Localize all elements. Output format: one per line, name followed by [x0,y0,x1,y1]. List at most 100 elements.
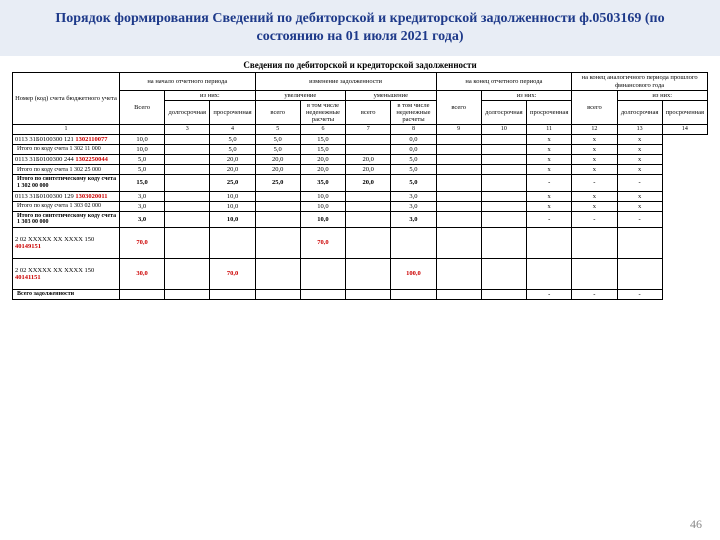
data-cell [481,144,526,154]
data-cell [165,201,210,211]
data-cell [255,290,300,300]
data-cell: 20,0 [210,155,255,165]
data-cell: x [617,165,662,175]
row-label: Всего задолженности [13,290,120,300]
data-cell [255,228,300,259]
col-number [119,125,164,135]
data-cell [436,191,481,201]
data-cell: 20,0 [346,165,391,175]
data-cell [436,155,481,165]
data-cell [165,134,210,144]
col-number: 3 [165,125,210,135]
data-cell: 5,0 [255,134,300,144]
data-cell: 5,0 [119,155,164,165]
hdr-prior: на конец аналогичного периода прошлого ф… [572,73,708,90]
data-cell: x [527,155,572,165]
hdr-dec: уменьшение [346,90,436,100]
data-cell [436,134,481,144]
data-cell [119,290,164,300]
data-cell: 70,0 [119,228,164,259]
hdr-longterm-2: долгосрочная [481,100,526,124]
hdr-inc: увеличение [255,90,345,100]
data-cell: x [572,201,617,211]
row-label: 2 02 XXXXX XX XXXX 150 40141151 [13,259,120,290]
data-cell: x [617,155,662,165]
data-cell [436,175,481,191]
data-cell: 5,0 [210,134,255,144]
row-label: Итого по коду счета 1 303 02 000 [13,201,120,211]
data-cell [481,134,526,144]
data-cell: x [572,144,617,154]
data-cell: 10,0 [210,201,255,211]
col-number: 12 [572,125,617,135]
data-cell: 5,0 [391,155,436,165]
data-cell: x [617,191,662,201]
hdr-dec-total: всего [346,100,391,124]
data-cell [436,228,481,259]
col-number: 8 [391,125,436,135]
hdr-ofwhich-3: из них: [617,90,708,100]
data-cell: x [527,201,572,211]
data-cell: 70,0 [300,228,345,259]
hdr-acct: Номер (код) счета бюджетного учета [13,73,120,125]
data-cell [436,144,481,154]
data-cell: x [572,191,617,201]
data-cell: 3,0 [119,191,164,201]
data-cell: 10,0 [300,201,345,211]
data-cell: 10,0 [119,144,164,154]
data-cell [481,175,526,191]
data-cell [346,191,391,201]
data-cell [346,134,391,144]
data-cell: 35,0 [300,175,345,191]
data-cell: 20,0 [346,155,391,165]
data-cell: 3,0 [119,201,164,211]
col-number: 4 [210,125,255,135]
data-cell: x [572,134,617,144]
data-cell [391,228,436,259]
hdr-inc-total: всего [255,100,300,124]
data-cell: 5,0 [391,165,436,175]
data-cell: 0,0 [391,134,436,144]
data-cell: x [617,134,662,144]
data-cell: 25,0 [210,175,255,191]
data-cell [527,228,572,259]
data-cell: x [572,155,617,165]
data-cell: - [572,290,617,300]
data-cell [481,211,526,227]
data-cell [436,259,481,290]
data-cell: - [572,211,617,227]
data-cell: 10,0 [300,191,345,201]
col-number: 1 [13,125,120,135]
data-cell [300,259,345,290]
data-cell: - [527,211,572,227]
row-label: 0113 31Б0100300 129 1303020011 [13,191,120,201]
hdr-overdue-2: просроченная [527,100,572,124]
data-cell [346,228,391,259]
col-number: 11 [527,125,572,135]
data-cell [572,259,617,290]
data-cell [255,201,300,211]
data-cell: 10,0 [210,191,255,201]
data-cell [436,211,481,227]
data-cell [481,155,526,165]
data-cell [481,290,526,300]
data-cell: - [572,175,617,191]
data-cell: 15,0 [300,134,345,144]
data-cell: 3,0 [391,201,436,211]
hdr-vsego-1: Всего [119,90,164,125]
data-cell: 100,0 [391,259,436,290]
data-cell: - [617,211,662,227]
row-label: 0113 31Б0100300 244 1302250044 [13,155,120,165]
table-subtitle: Сведения по дебиторской и кредиторской з… [0,60,720,70]
hdr-overdue-3: просроченная [662,100,707,124]
data-cell [481,259,526,290]
data-cell [617,228,662,259]
data-cell [210,290,255,300]
data-cell: 70,0 [210,259,255,290]
data-cell: 20,0 [255,155,300,165]
data-cell: 10,0 [210,211,255,227]
row-label: 2 02 XXXXX XX XXXX 150 40149151 [13,228,120,259]
data-cell [527,259,572,290]
hdr-longterm-3: долгосрочная [617,100,662,124]
data-cell [346,290,391,300]
